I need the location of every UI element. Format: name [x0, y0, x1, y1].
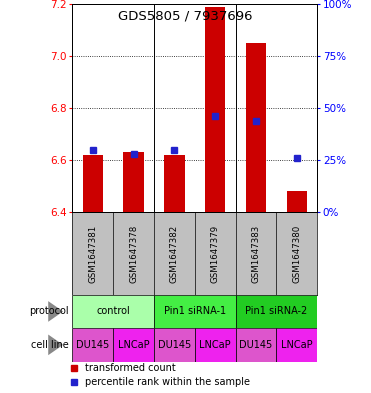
Polygon shape: [48, 301, 63, 322]
Bar: [286, 191, 307, 212]
Bar: [123, 152, 144, 212]
Text: control: control: [96, 307, 130, 316]
Text: transformed count: transformed count: [85, 364, 175, 373]
Text: GDS5805 / 7937696: GDS5805 / 7937696: [118, 10, 253, 23]
Text: GSM1647381: GSM1647381: [88, 224, 97, 283]
Text: Pin1 siRNA-2: Pin1 siRNA-2: [245, 307, 308, 316]
Text: GSM1647378: GSM1647378: [129, 224, 138, 283]
Bar: [154, 295, 236, 328]
Text: Pin1 siRNA-1: Pin1 siRNA-1: [164, 307, 226, 316]
Bar: [72, 328, 113, 362]
Bar: [236, 295, 317, 328]
Bar: [246, 43, 266, 212]
Bar: [276, 328, 317, 362]
Bar: [236, 328, 276, 362]
Text: GSM1647382: GSM1647382: [170, 224, 179, 283]
Bar: [72, 295, 154, 328]
Bar: [113, 328, 154, 362]
Text: DU145: DU145: [158, 340, 191, 350]
Text: GSM1647379: GSM1647379: [211, 224, 220, 283]
Bar: [164, 155, 185, 212]
Text: LNCaP: LNCaP: [281, 340, 313, 350]
Text: cell line: cell line: [31, 340, 69, 350]
Text: percentile rank within the sample: percentile rank within the sample: [85, 377, 250, 387]
Text: DU145: DU145: [239, 340, 273, 350]
Polygon shape: [48, 334, 63, 355]
Text: protocol: protocol: [29, 307, 69, 316]
Bar: [82, 155, 103, 212]
Bar: [195, 328, 236, 362]
Text: LNCaP: LNCaP: [199, 340, 231, 350]
Text: LNCaP: LNCaP: [118, 340, 150, 350]
Text: DU145: DU145: [76, 340, 109, 350]
Text: GSM1647383: GSM1647383: [252, 224, 260, 283]
Text: GSM1647380: GSM1647380: [292, 224, 301, 283]
Bar: [205, 7, 226, 212]
Bar: [154, 328, 195, 362]
